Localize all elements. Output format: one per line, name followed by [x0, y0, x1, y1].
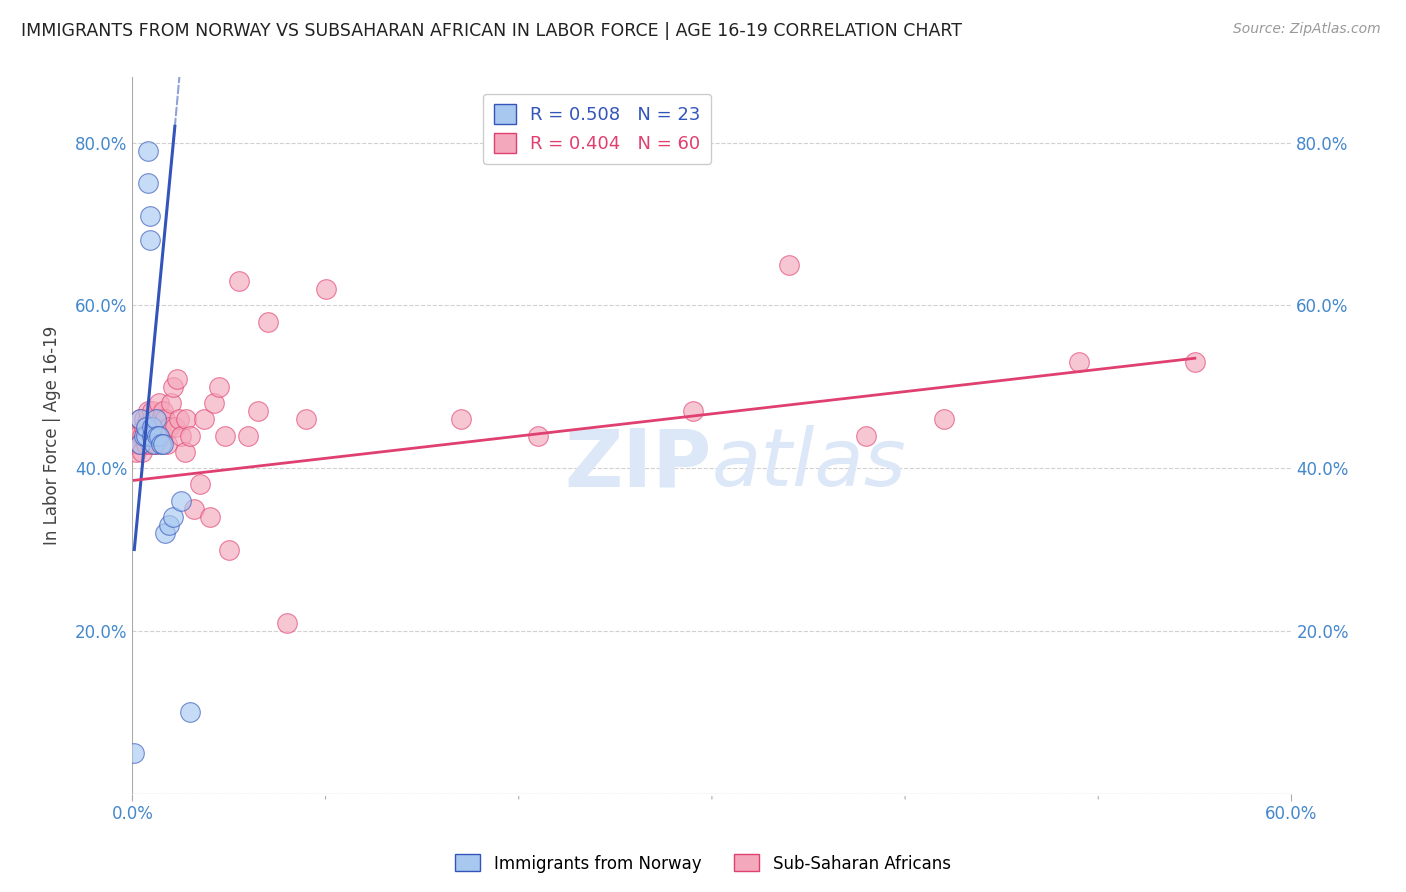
Point	[136, 404, 159, 418]
Point	[855, 428, 877, 442]
Point	[155, 412, 177, 426]
Point	[141, 420, 163, 434]
Point	[155, 526, 177, 541]
Point	[146, 428, 169, 442]
Point	[179, 428, 201, 442]
Point	[148, 396, 170, 410]
Point	[132, 428, 155, 442]
Point	[135, 428, 157, 442]
Point	[148, 428, 170, 442]
Point	[129, 412, 152, 426]
Point	[132, 412, 155, 426]
Point	[129, 436, 152, 450]
Point	[129, 436, 152, 450]
Point	[160, 396, 183, 410]
Point	[135, 428, 157, 442]
Text: Source: ZipAtlas.com: Source: ZipAtlas.com	[1233, 22, 1381, 37]
Legend: Immigrants from Norway, Sub-Saharan Africans: Immigrants from Norway, Sub-Saharan Afri…	[449, 847, 957, 880]
Point	[179, 706, 201, 720]
Point	[173, 445, 195, 459]
Point	[136, 412, 159, 426]
Point	[150, 412, 173, 426]
Point	[193, 412, 215, 426]
Point	[169, 428, 191, 442]
Point	[135, 420, 157, 434]
Point	[163, 420, 186, 434]
Point	[142, 436, 165, 450]
Point	[150, 436, 173, 450]
Point	[276, 615, 298, 630]
Point	[152, 404, 174, 418]
Point	[135, 436, 157, 450]
Point	[246, 404, 269, 418]
Point	[208, 380, 231, 394]
Point	[142, 436, 165, 450]
Point	[136, 176, 159, 190]
Point	[218, 542, 240, 557]
Point	[124, 746, 146, 760]
Point	[214, 428, 236, 442]
Point	[145, 412, 167, 426]
Point	[183, 501, 205, 516]
Text: ZIP: ZIP	[565, 425, 711, 503]
Legend: R = 0.508   N = 23, R = 0.404   N = 60: R = 0.508 N = 23, R = 0.404 N = 60	[484, 94, 711, 164]
Point	[315, 282, 337, 296]
Point	[145, 428, 167, 442]
Point	[295, 412, 318, 426]
Point	[1067, 355, 1090, 369]
Point	[778, 258, 800, 272]
Point	[156, 436, 179, 450]
Point	[152, 436, 174, 450]
Point	[132, 420, 155, 434]
Point	[131, 428, 153, 442]
Point	[125, 445, 148, 459]
Point	[141, 404, 163, 418]
Point	[238, 428, 260, 442]
Point	[450, 412, 472, 426]
Y-axis label: In Labor Force | Age 16-19: In Labor Force | Age 16-19	[44, 326, 60, 545]
Point	[169, 493, 191, 508]
Point	[124, 428, 146, 442]
Point	[129, 412, 152, 426]
Point	[141, 428, 163, 442]
Point	[202, 396, 225, 410]
Point	[176, 412, 198, 426]
Point	[228, 274, 250, 288]
Point	[932, 412, 955, 426]
Point	[136, 144, 159, 158]
Point	[127, 428, 149, 442]
Text: atlas: atlas	[711, 425, 907, 503]
Point	[131, 445, 153, 459]
Point	[198, 510, 221, 524]
Point	[527, 428, 550, 442]
Point	[1184, 355, 1206, 369]
Point	[139, 436, 162, 450]
Point	[157, 518, 180, 533]
Point	[682, 404, 704, 418]
Point	[152, 428, 174, 442]
Point	[167, 412, 190, 426]
Point	[256, 315, 278, 329]
Point	[139, 209, 162, 223]
Point	[157, 420, 180, 434]
Point	[146, 436, 169, 450]
Point	[162, 380, 184, 394]
Point	[141, 412, 163, 426]
Point	[166, 371, 188, 385]
Point	[188, 477, 211, 491]
Text: IMMIGRANTS FROM NORWAY VS SUBSAHARAN AFRICAN IN LABOR FORCE | AGE 16-19 CORRELAT: IMMIGRANTS FROM NORWAY VS SUBSAHARAN AFR…	[21, 22, 962, 40]
Point	[127, 436, 149, 450]
Point	[146, 420, 169, 434]
Point	[139, 233, 162, 247]
Point	[162, 510, 184, 524]
